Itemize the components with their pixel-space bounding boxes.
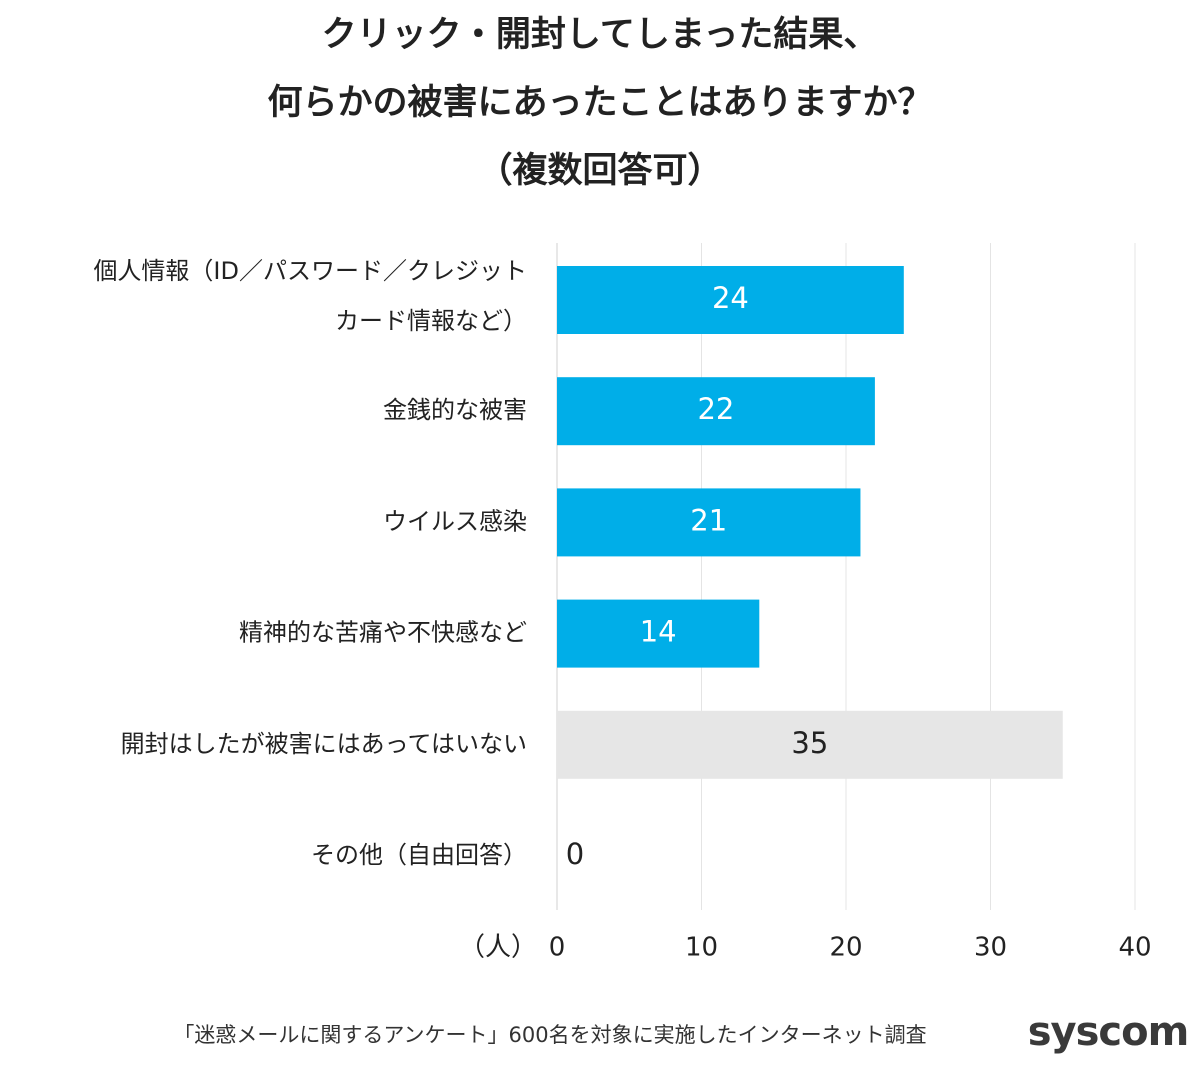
logo: syscom — [1028, 1009, 1189, 1055]
category-label: カード情報など） — [335, 307, 527, 335]
value-label: 21 — [690, 503, 727, 537]
x-tick-label: 20 — [829, 933, 862, 963]
chart-title: （複数回答可） — [477, 151, 722, 191]
x-axis-label: （人） — [459, 933, 537, 963]
bar — [557, 488, 861, 557]
value-label: 35 — [791, 726, 828, 760]
bar — [557, 377, 875, 446]
category-label: その他（自由回答） — [311, 841, 527, 869]
category-label: 金銭的な被害 — [383, 396, 527, 424]
value-label: 24 — [712, 281, 749, 315]
category-label: 開封はしたが被害にはあってはいない — [121, 730, 527, 758]
x-tick-label: 0 — [549, 933, 566, 963]
category-label: 精神的な苦痛や不快感など — [239, 619, 527, 647]
source-note: 「迷惑メールに関するアンケート」600名を対象に実施したインターネット調査 — [173, 1023, 926, 1047]
x-tick-label: 10 — [685, 933, 718, 963]
x-tick-label: 40 — [1118, 933, 1151, 963]
chart-title: 何らかの被害にあったことはありますか？ — [267, 83, 932, 123]
value-label: 14 — [640, 615, 677, 649]
bar — [557, 710, 1063, 779]
x-tick-label: 30 — [974, 933, 1007, 963]
value-label: 22 — [697, 392, 734, 426]
category-label: ウイルス感染 — [383, 507, 527, 535]
bar — [557, 266, 904, 334]
chart-title: クリック・開封してしまった結果、 — [322, 15, 879, 55]
bar — [557, 599, 760, 668]
value-label: 0 — [566, 837, 584, 871]
category-label: 個人情報（ID／パスワード／クレジット — [93, 257, 527, 285]
